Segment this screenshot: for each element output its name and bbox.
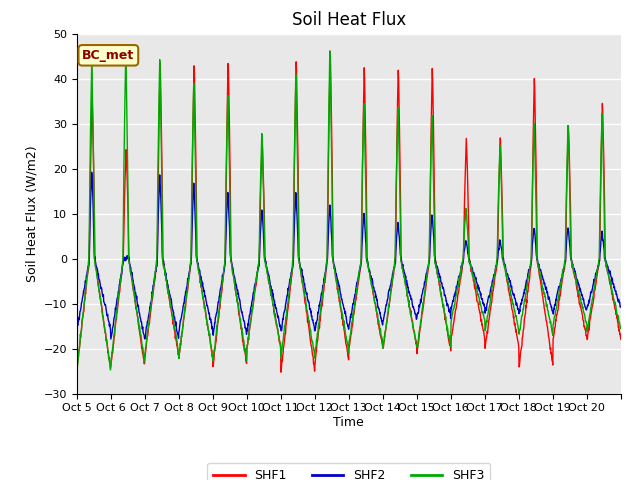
SHF2 [73,330,81,336]
Y-axis label: Soil Heat Flux (W/m2): Soil Heat Flux (W/m2) [25,145,38,282]
SHF2 [557,276,565,281]
SHF2 [611,284,618,290]
SHF2 [88,169,95,175]
SHF3 [73,371,81,376]
SHF1 [324,161,332,167]
SHF1 [326,48,334,54]
Line: SHF2: SHF2 [77,172,621,339]
SHF1 [335,297,343,302]
Title: Soil Heat Flux: Soil Heat Flux [292,11,406,29]
SHF3 [326,48,333,54]
Legend: SHF1, SHF2, SHF3: SHF1, SHF2, SHF3 [207,463,490,480]
SHF1 [617,336,625,342]
SHF3 [617,324,625,330]
SHF3 [477,303,485,309]
SHF2 [325,220,333,226]
SHF3 [610,298,618,303]
SHF2 [107,336,115,342]
SHF3 [158,181,166,187]
SHF2 [159,257,166,263]
Line: SHF1: SHF1 [77,51,621,372]
SHF2 [617,304,625,310]
SHF2 [477,296,485,301]
SHF1 [73,366,81,372]
SHF2 [335,284,343,289]
SHF1 [277,369,285,375]
SHF3 [335,292,342,298]
SHF3 [324,158,332,164]
SHF3 [557,281,564,287]
Text: BC_met: BC_met [82,49,134,62]
SHF1 [477,317,485,323]
SHF1 [158,157,166,163]
SHF1 [557,284,565,289]
X-axis label: Time: Time [333,416,364,429]
Line: SHF3: SHF3 [77,51,621,373]
SHF1 [611,303,618,309]
